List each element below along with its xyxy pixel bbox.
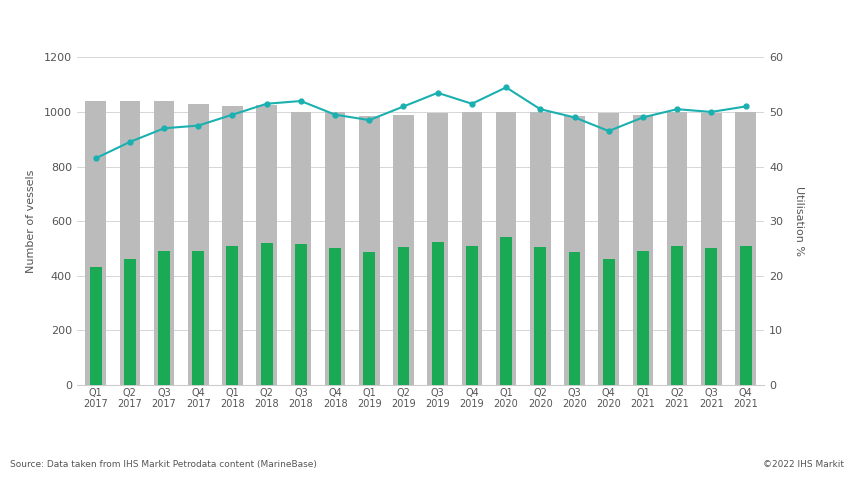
Bar — [188, 104, 208, 385]
Utilisation — [467, 101, 477, 107]
Y-axis label: Number of vessels: Number of vessels — [26, 169, 36, 273]
Bar — [568, 252, 580, 385]
Bar — [392, 115, 413, 385]
Bar — [739, 246, 751, 385]
Bar — [500, 238, 512, 385]
Utilisation — [329, 112, 339, 118]
Bar — [256, 105, 276, 385]
Bar — [734, 112, 755, 385]
Bar — [90, 268, 102, 385]
Bar — [222, 107, 242, 385]
Bar — [534, 247, 546, 385]
Utilisation — [740, 104, 750, 109]
Bar — [226, 246, 238, 385]
Utilisation — [125, 139, 135, 145]
Bar — [290, 112, 310, 385]
Utilisation — [603, 128, 613, 134]
Bar — [358, 116, 379, 385]
Utilisation — [261, 101, 271, 107]
Utilisation — [193, 123, 203, 129]
Utilisation — [227, 112, 237, 118]
Y-axis label: Utilisation %: Utilisation % — [793, 186, 804, 256]
Utilisation — [569, 115, 579, 120]
Bar — [363, 252, 374, 385]
Text: ©2022 IHS Markit: ©2022 IHS Markit — [762, 460, 843, 469]
Line: Utilisation: Utilisation — [93, 85, 747, 161]
Utilisation — [432, 90, 443, 96]
Bar — [666, 112, 687, 385]
Bar — [705, 249, 717, 385]
Utilisation — [535, 106, 545, 112]
Utilisation — [363, 117, 374, 123]
Bar — [397, 247, 409, 385]
Bar — [461, 112, 482, 385]
Utilisation — [501, 85, 511, 90]
Bar — [632, 115, 653, 385]
Utilisation — [159, 125, 169, 131]
Bar — [124, 259, 136, 385]
Bar — [564, 116, 584, 385]
Bar — [530, 112, 550, 385]
Bar — [670, 246, 682, 385]
Text: Asia Pacific demand, supply & utilisation (2017–21): Asia Pacific demand, supply & utilisatio… — [10, 19, 450, 33]
Bar — [294, 244, 306, 385]
Bar — [700, 113, 721, 385]
Bar — [598, 113, 618, 385]
Bar — [85, 101, 106, 385]
Text: Source: Data taken from IHS Markit Petrodata content (MarineBase): Source: Data taken from IHS Markit Petro… — [10, 460, 316, 469]
Bar — [602, 259, 614, 385]
Bar — [192, 251, 204, 385]
Utilisation — [397, 104, 408, 109]
Utilisation — [671, 106, 682, 112]
Bar — [432, 241, 444, 385]
Bar — [466, 246, 478, 385]
Utilisation — [90, 155, 101, 161]
Utilisation — [637, 115, 647, 120]
Bar — [324, 112, 345, 385]
Utilisation — [295, 98, 305, 104]
Bar — [158, 251, 170, 385]
Bar — [496, 112, 516, 385]
Bar — [119, 101, 140, 385]
Bar — [636, 251, 648, 385]
Bar — [328, 249, 340, 385]
Bar — [427, 113, 448, 385]
Utilisation — [705, 109, 716, 115]
Bar — [260, 243, 272, 385]
Bar — [154, 101, 174, 385]
